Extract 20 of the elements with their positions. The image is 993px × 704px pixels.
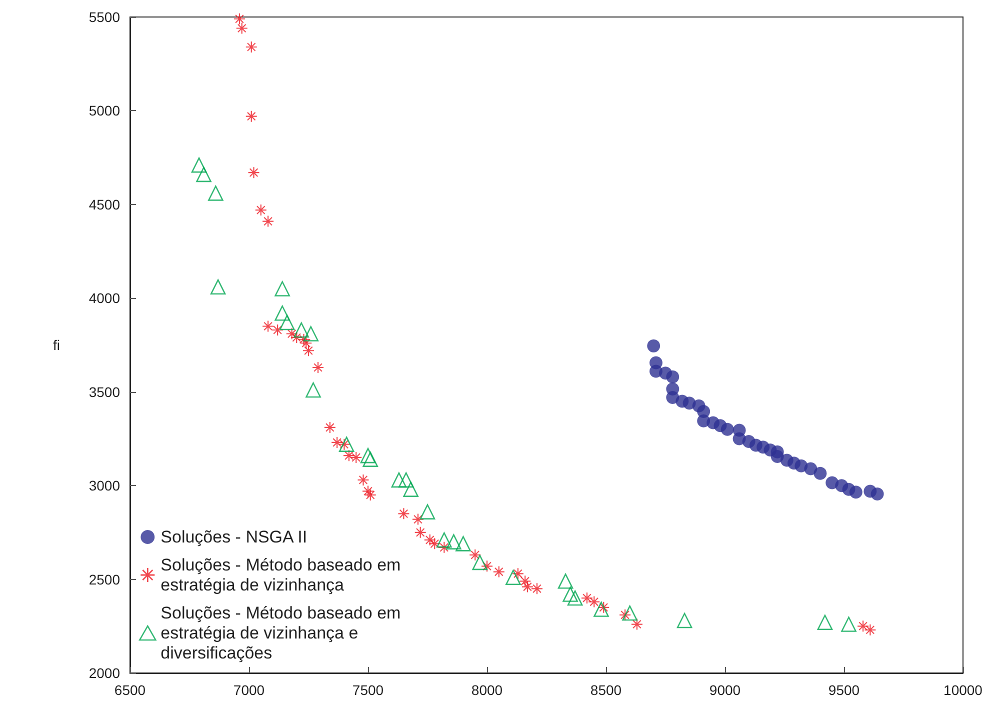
x-tick-label: 9500 <box>828 682 860 698</box>
x-tick-label: 8000 <box>471 682 503 698</box>
y-tick-label: 2500 <box>88 571 120 588</box>
x-tick-label: 6500 <box>114 682 146 698</box>
legend-label: Soluções - Método baseado em estratégia de vizinhança e diversificações <box>160 604 406 662</box>
y-tick-label: 4500 <box>88 196 120 212</box>
y-tick-label: 2000 <box>88 665 120 681</box>
x-tick-label: 8500 <box>590 682 622 698</box>
y-tick-label: 3500 <box>88 384 120 400</box>
x-tick-label: 7000 <box>233 682 265 698</box>
y-tick-label: 3000 <box>88 478 120 494</box>
y-axis-title: fi <box>53 337 60 353</box>
legend-label: Soluções - NSGA II <box>160 528 308 546</box>
y-tick-label: 5500 <box>88 9 120 25</box>
x-tick-label: 9000 <box>709 682 741 698</box>
y-tick-label: 4000 <box>88 290 120 306</box>
y-tick-label: 5000 <box>88 102 120 119</box>
x-tick-label: 10000 <box>944 682 983 698</box>
x-tick-label: 7500 <box>352 682 384 698</box>
legend-label: Soluções - Método baseado em estratégia de vizinhança <box>160 556 406 594</box>
